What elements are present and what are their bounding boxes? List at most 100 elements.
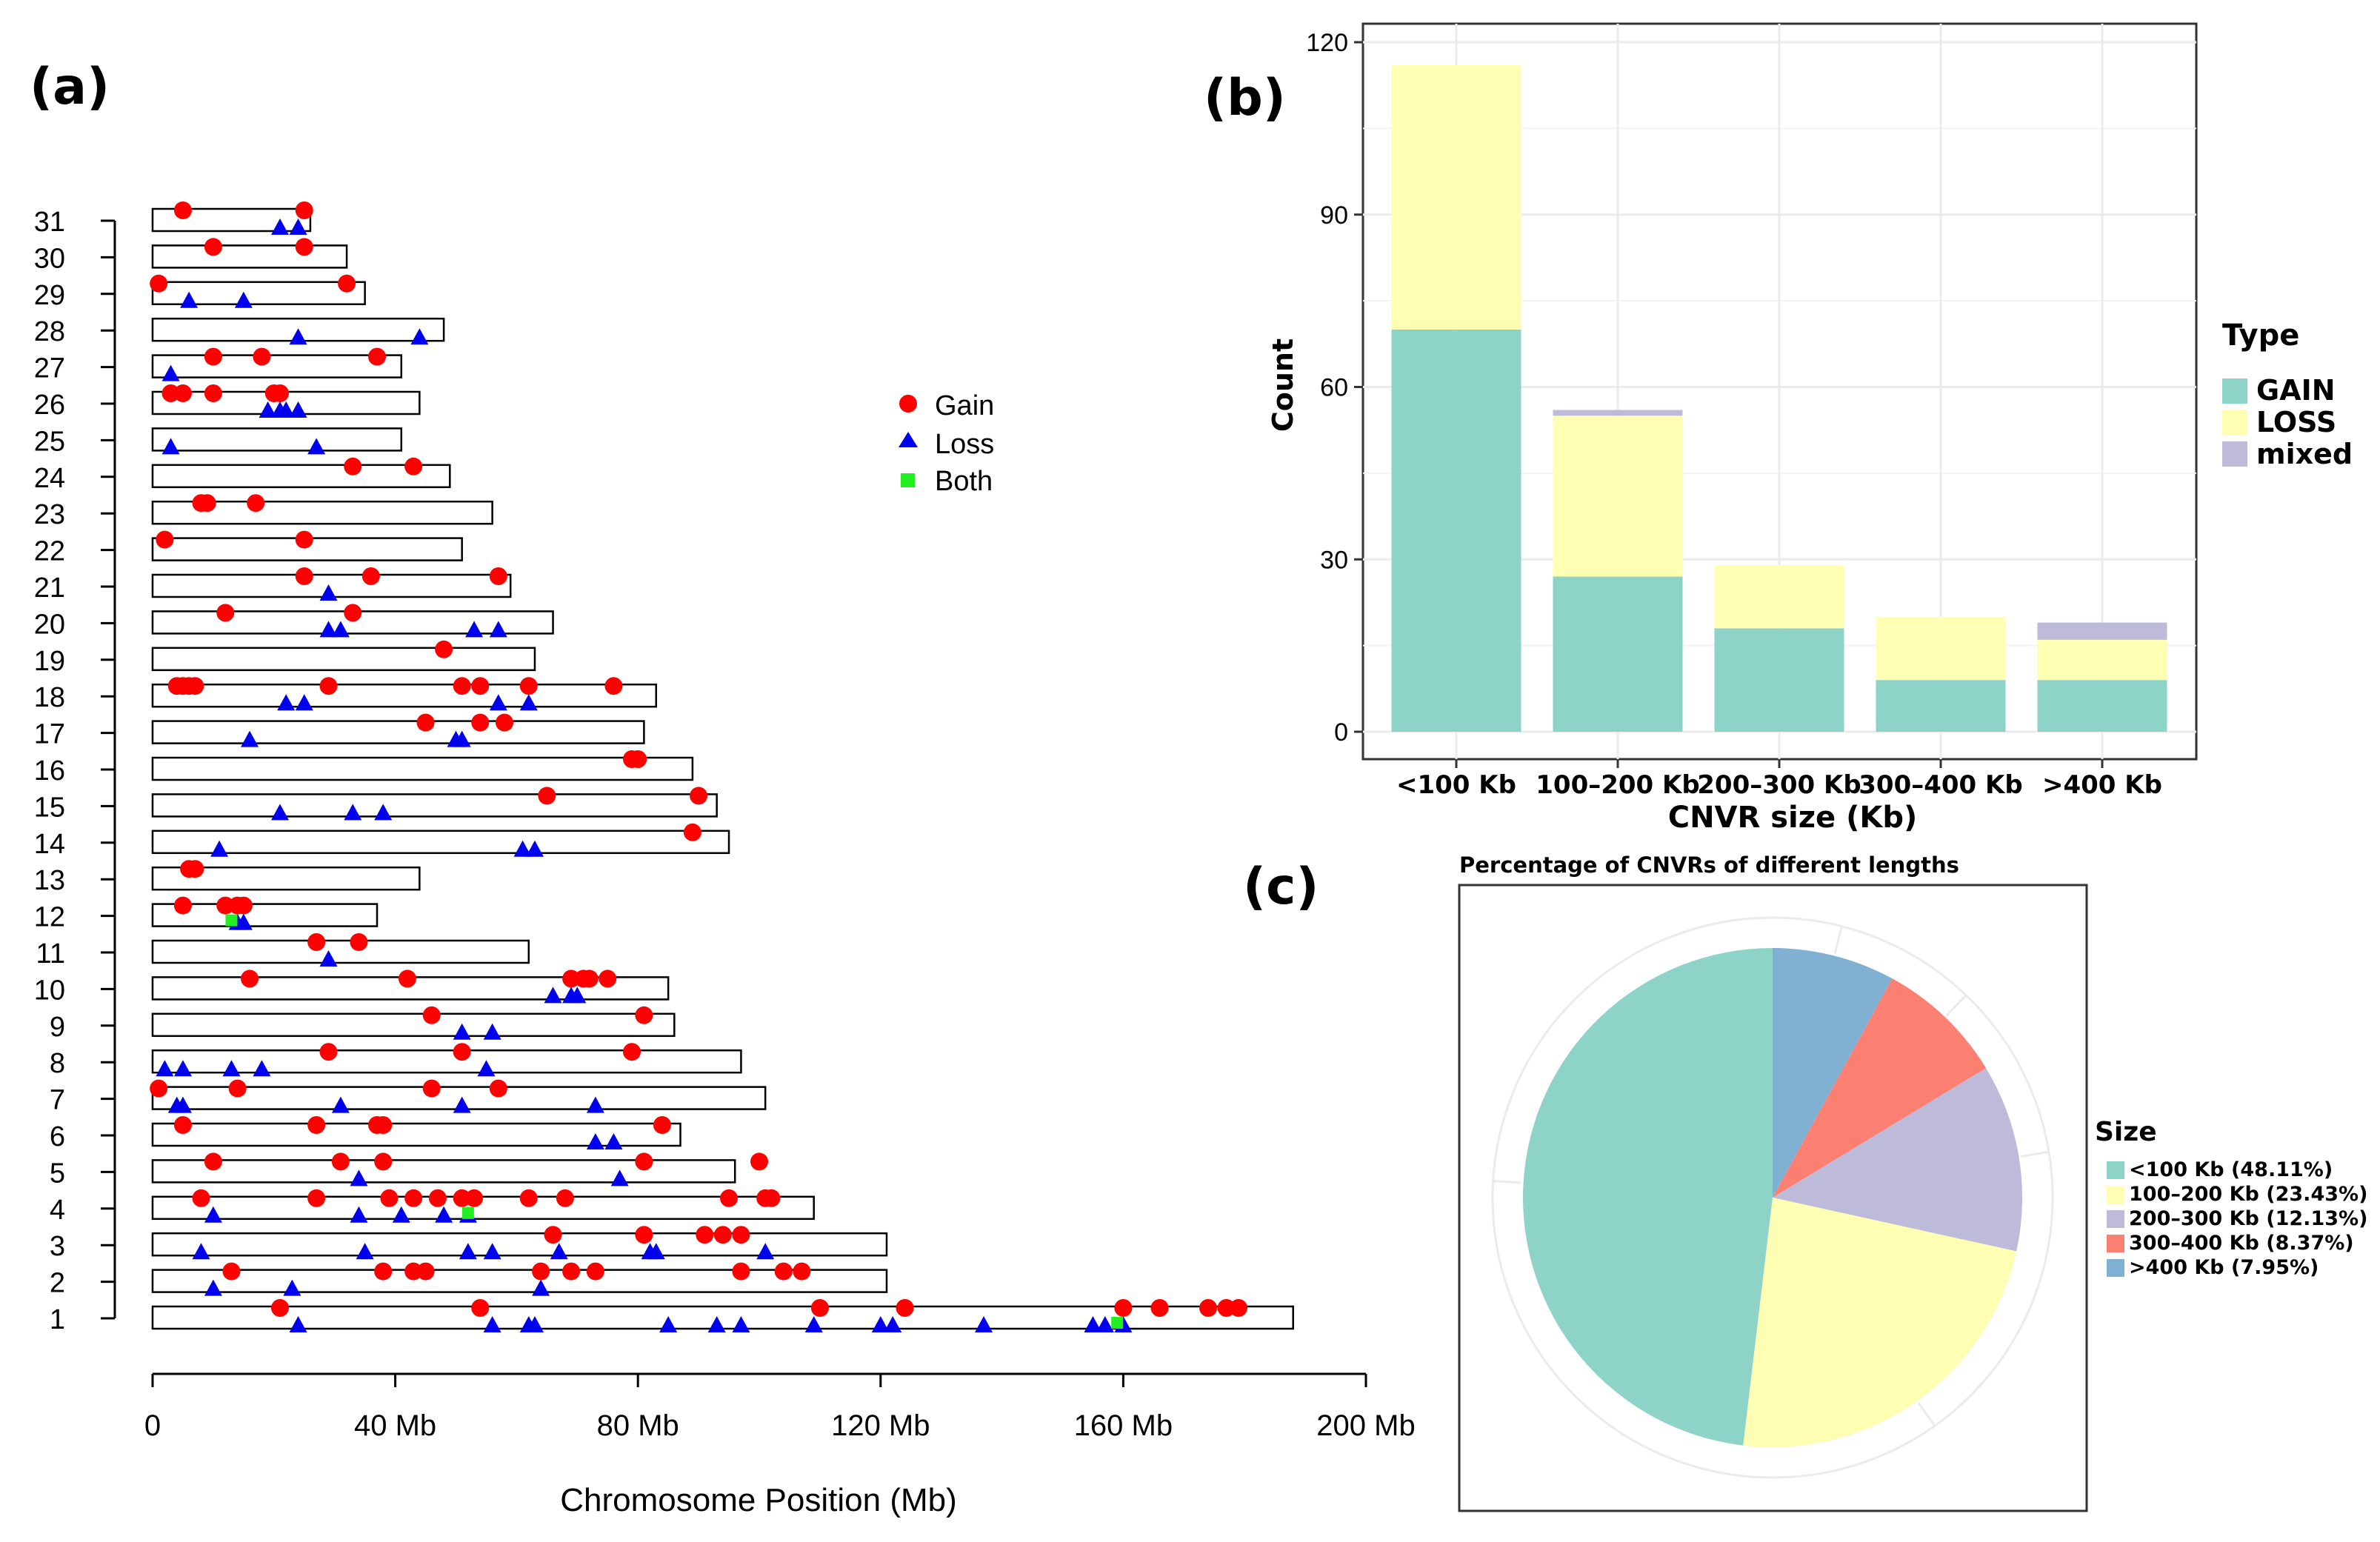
gain-marker: [307, 1189, 326, 1207]
loss-marker: [604, 1133, 623, 1149]
loss-marker: [707, 1316, 726, 1332]
gain-marker: [810, 1299, 829, 1317]
bar-loss: [1391, 65, 1521, 330]
both-marker: [461, 1206, 474, 1219]
gain-marker: [562, 1262, 581, 1281]
gain-marker: [216, 604, 235, 622]
a-chrom-label: 14: [34, 829, 65, 860]
loss-marker: [550, 1243, 568, 1260]
loss-marker: [350, 1206, 368, 1223]
gain-marker: [762, 1189, 781, 1207]
gain-marker: [247, 494, 265, 513]
b-y-tick-label: 60: [1320, 374, 1348, 402]
gain-marker: [629, 750, 647, 768]
gain-marker: [538, 787, 556, 805]
gain-marker: [732, 1226, 750, 1244]
c-angle-tick: [2021, 1150, 2050, 1158]
legend-gain-text: GAIN: [2256, 374, 2336, 407]
gain-marker: [344, 457, 362, 475]
chromosome-bar: [151, 1012, 676, 1038]
gain-marker: [720, 1189, 739, 1207]
a-chrom-label: 30: [34, 243, 65, 274]
gain-marker: [489, 1079, 507, 1098]
gain-marker: [586, 1262, 604, 1281]
gain-marker: [1114, 1299, 1133, 1317]
a-x-tick-label: 0: [144, 1409, 161, 1442]
legend-gt400-swatch: [2107, 1259, 2124, 1277]
a-chrom-label: 3: [50, 1231, 65, 1262]
legend-gain-marker: [899, 395, 917, 413]
gain-marker: [198, 494, 216, 513]
gain-marker: [307, 1116, 326, 1134]
loss-marker: [289, 328, 307, 345]
pie-slice: [1743, 1198, 2017, 1447]
gain-marker: [295, 238, 313, 256]
b-x-tick-label: 300–400 Kb: [1859, 770, 2022, 800]
chromosome-bar: [151, 1049, 742, 1074]
gain-marker: [173, 384, 192, 402]
chromosome-bar: [151, 464, 451, 489]
gain-marker: [653, 1116, 671, 1134]
chromosome-bar: [151, 720, 645, 744]
gain-marker: [222, 1262, 241, 1281]
a-chrom-label: 10: [34, 975, 65, 1006]
loss-marker: [356, 1243, 374, 1260]
loss-marker: [161, 438, 180, 455]
a-chrom-label: 22: [34, 536, 65, 567]
loss-marker: [525, 1316, 544, 1332]
gain-marker: [544, 1226, 562, 1244]
a-chrom-label: 7: [50, 1085, 65, 1116]
gain-marker: [186, 677, 204, 695]
gain-marker: [374, 1152, 393, 1171]
loss-marker: [519, 694, 538, 711]
legend-both-marker: [901, 473, 915, 487]
loss-marker: [283, 1279, 301, 1296]
both-marker: [1111, 1317, 1124, 1329]
legend-lt100-text: <100 Kb (48.11%): [2129, 1158, 2333, 1181]
loss-marker: [871, 1316, 890, 1332]
legend-loss-label: Loss: [935, 429, 994, 460]
loss-marker: [647, 1243, 665, 1260]
loss-marker: [344, 804, 362, 821]
gain-marker: [635, 1152, 653, 1171]
gain-marker: [471, 713, 490, 732]
a-chrom-label: 6: [50, 1121, 65, 1152]
gain-marker: [422, 1079, 441, 1098]
gain-marker: [556, 1189, 574, 1207]
loss-marker: [453, 1096, 471, 1113]
a-chrom-label: 26: [34, 390, 65, 421]
chromosome-bar: [151, 756, 694, 781]
loss-marker: [270, 804, 289, 821]
gain-marker: [204, 1152, 222, 1171]
gain-marker: [398, 969, 416, 988]
gain-marker: [319, 1043, 338, 1061]
loss-marker: [1084, 1316, 1102, 1332]
legend-200-300-swatch: [2107, 1210, 2124, 1228]
gain-marker: [173, 201, 192, 219]
gain-marker: [416, 1262, 435, 1281]
gain-marker: [896, 1299, 914, 1317]
gain-marker: [361, 567, 380, 585]
c-angle-tick: [1493, 1180, 1521, 1184]
chromosome-bar: [151, 939, 530, 964]
gain-marker: [793, 1262, 811, 1281]
loss-marker: [756, 1243, 775, 1260]
b-y-tick-label: 120: [1306, 29, 1348, 57]
loss-marker: [465, 621, 484, 638]
loss-marker: [453, 730, 471, 747]
chromosome-bar: [151, 1232, 888, 1257]
legend-gain-label: Gain: [935, 390, 994, 421]
chromosome-bar: [151, 793, 718, 818]
gain-marker: [1150, 1299, 1169, 1317]
loss-marker: [884, 1316, 902, 1332]
panel-c: (c) Percentage of CNVRs of different len…: [1243, 852, 2367, 1512]
loss-marker: [210, 840, 229, 857]
chromosome-bar: [151, 1195, 815, 1221]
a-chrom-label: 13: [34, 865, 65, 896]
gain-marker: [374, 1262, 393, 1281]
a-x-tick-label: 120 Mb: [831, 1409, 930, 1442]
chromosome-bar: [151, 1122, 681, 1147]
